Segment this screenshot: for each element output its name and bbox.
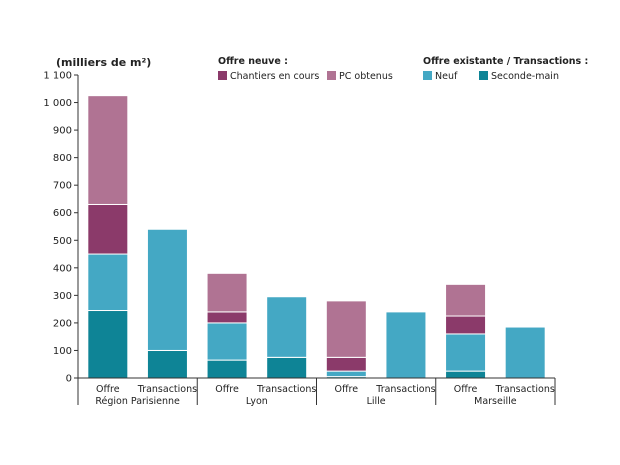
x-category-label: Transactions [375, 384, 435, 395]
y-tick-label: 400 [53, 263, 72, 274]
y-tick-label: 600 [53, 208, 72, 219]
bar-segment-chantiers-en-cours [87, 203, 129, 255]
legend-label-chantiers: Chantiers en cours [230, 71, 319, 82]
bar-segment-pc-obtenus [206, 272, 248, 313]
bar-segment-pc-obtenus [87, 95, 129, 205]
legend-label-neuf: Neuf [435, 71, 458, 82]
legend-title-existing-offer: Offre existante / Transactions : [423, 56, 588, 67]
bar-segment-chantiers-en-cours [445, 315, 487, 335]
legend-title-new-offer: Offre neuve : [218, 56, 288, 67]
x-category-label: Transactions [495, 384, 555, 395]
bars [87, 95, 546, 379]
x-group-label: Région Parisienne [95, 396, 180, 407]
bar-segment-neuf [206, 322, 248, 361]
x-category-label: Transactions [137, 384, 197, 395]
legend-swatch-pc [327, 71, 336, 80]
bar-segment-neuf [504, 326, 546, 379]
y-tick-label: 700 [53, 181, 72, 192]
y-tick-label: 1 000 [43, 98, 72, 109]
y-tick-label: 100 [53, 346, 72, 357]
bar-segment-neuf [87, 253, 129, 312]
y-tick-label: 300 [53, 291, 72, 302]
bar-segment-seconde-main [146, 349, 188, 379]
bar-segment-neuf [445, 333, 487, 372]
bar-segment-neuf [325, 370, 367, 378]
bar-segment-seconde-main [266, 356, 308, 379]
bar-segment-neuf [385, 311, 427, 379]
y-tick-label: 200 [53, 318, 72, 329]
x-group-label: Lyon [246, 396, 268, 407]
x-category-label: Transactions [256, 384, 316, 395]
x-group-label: Marseille [474, 396, 517, 407]
legend-swatch-seconde-main [479, 71, 488, 80]
y-tick-label: 800 [53, 153, 72, 164]
bar-segment-seconde-main [206, 359, 248, 379]
legend-swatch-neuf [423, 71, 432, 80]
legend-label-pc: PC obtenus [339, 71, 393, 82]
bar-segment-pc-obtenus [445, 283, 487, 317]
y-tick-label: 500 [53, 236, 72, 247]
x-group-label: Lille [367, 396, 386, 407]
bar-segment-seconde-main [87, 310, 129, 379]
y-axis: 0 100 200 300 400 500 600 700 800 900 1 000 1 100 [43, 71, 79, 385]
y-tick-label: 0 [66, 374, 72, 385]
x-category-label: Offre [215, 384, 239, 395]
bar-segment-chantiers-en-cours [325, 356, 367, 372]
x-category-label: Offre [335, 384, 359, 395]
y-axis-unit-label: (milliers de m²) [56, 56, 151, 69]
y-tick-label: 1 100 [43, 71, 72, 82]
x-category-label: Offre [454, 384, 478, 395]
x-category-label: Offre [96, 384, 120, 395]
legend-swatch-chantiers [218, 71, 227, 80]
bar-segment-neuf [146, 228, 188, 351]
legend-label-seconde-main: Seconde-main [491, 71, 559, 82]
x-axis: Offre Transactions Offre Transactions Offre T… [77, 377, 556, 407]
bar-segment-pc-obtenus [325, 300, 367, 358]
y-tick-label: 900 [53, 126, 72, 137]
bar-segment-seconde-main [445, 370, 487, 379]
bar-segment-chantiers-en-cours [206, 311, 248, 324]
bar-segment-neuf [266, 296, 308, 358]
